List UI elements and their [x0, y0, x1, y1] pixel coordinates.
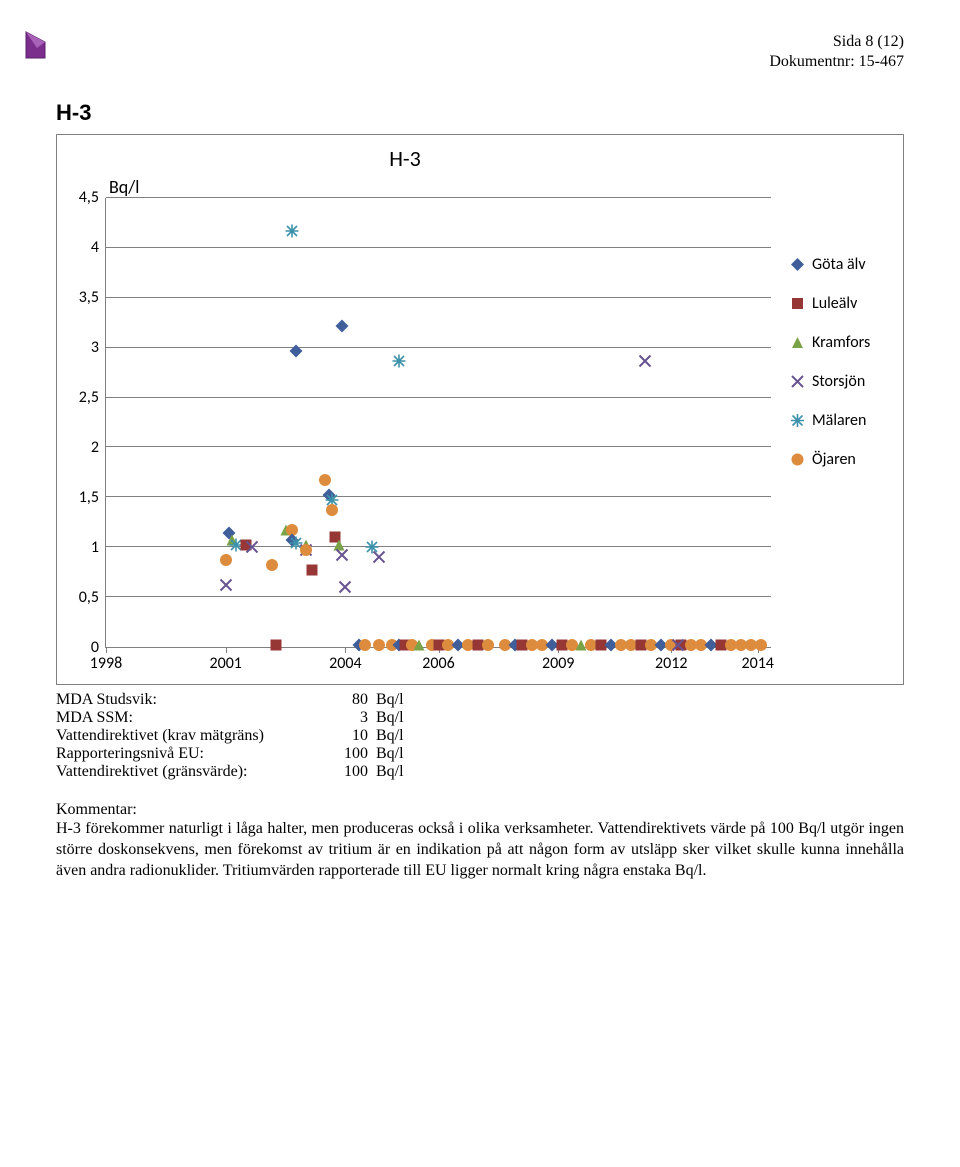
gridline: [106, 197, 771, 198]
table-value: 10: [336, 727, 376, 745]
legend-label: Öjaren: [812, 450, 856, 469]
data-point: [755, 638, 768, 657]
section-title: H-3: [56, 100, 904, 126]
data-point: [359, 638, 372, 657]
table-value: 3: [336, 709, 376, 727]
x-tick-label: 2004: [329, 654, 361, 673]
data-point: [266, 558, 279, 577]
chart-title: H-3: [69, 145, 771, 172]
logo-icon: [24, 30, 50, 60]
data-point: [412, 638, 425, 657]
x-tick-label: 2009: [542, 654, 574, 673]
data-point: [219, 578, 232, 597]
data-point: [246, 540, 259, 559]
x-tick-label: 2012: [655, 654, 687, 673]
gridline: [106, 247, 771, 248]
table-unit: Bq/l: [376, 691, 404, 709]
table-unit: Bq/l: [376, 745, 404, 763]
comment-body: H-3 förekommer naturligt i låga halter, …: [56, 819, 904, 881]
data-point: [326, 503, 339, 522]
y-axis-title: Bq/l: [109, 176, 771, 198]
legend-item: Öjaren: [789, 450, 891, 469]
data-point: [392, 353, 405, 372]
page-number: Sida 8 (12): [56, 32, 904, 52]
x-tick: [345, 647, 346, 653]
table-row: Vattendirektivet (krav mätgräns)10Bq/l: [56, 727, 904, 745]
data-point: [269, 638, 282, 657]
table-unit: Bq/l: [376, 727, 404, 745]
table-value: 100: [336, 763, 376, 781]
legend-item: Luleälv: [789, 294, 891, 313]
data-point: [306, 563, 319, 582]
table-label: Rapporteringsnivå EU:: [56, 745, 336, 763]
circle-icon: [789, 452, 805, 468]
table-value: 100: [336, 745, 376, 763]
y-axis-labels: 4,543,532,521,510,50: [69, 198, 105, 648]
data-point: [482, 638, 495, 657]
chart-plot-area: 1998200120042006200920122014: [105, 198, 771, 648]
document-number: Dokumentnr: 15-467: [56, 52, 904, 72]
gridline: [106, 496, 771, 497]
data-point: [339, 580, 352, 599]
legend-item: Storsjön: [789, 372, 891, 391]
data-point: [372, 638, 385, 657]
chart-container: H-3 Bq/l 4,543,532,521,510,50 1998200120…: [56, 134, 904, 685]
chart-legend: Göta älv Luleälv Kramfors Storsjön Mälaren Öj…: [771, 145, 891, 489]
gridline: [106, 347, 771, 348]
legend-item: Göta älv: [789, 255, 891, 274]
x-tick-label: 2001: [209, 654, 241, 673]
gridline: [106, 546, 771, 547]
triangle-icon: [789, 335, 805, 351]
gridline: [106, 397, 771, 398]
table-unit: Bq/l: [376, 709, 404, 727]
data-point: [671, 638, 684, 657]
x-tick-label: 2006: [422, 654, 454, 673]
table-label: Vattendirektivet (krav mätgräns): [56, 727, 336, 745]
table-label: Vattendirektivet (gränsvärde):: [56, 763, 336, 781]
x-icon: [789, 374, 805, 390]
square-icon: [789, 296, 805, 312]
table-value: 80: [336, 691, 376, 709]
data-point: [372, 550, 385, 569]
x-tick: [226, 647, 227, 653]
x-tick-label: 2014: [741, 654, 773, 673]
gridline: [106, 596, 771, 597]
x-tick-label: 1998: [90, 654, 122, 673]
legend-label: Göta älv: [812, 255, 866, 274]
table-row: MDA Studsvik:80Bq/l: [56, 691, 904, 709]
table-row: Vattendirektivet (gränsvärde):100Bq/l: [56, 763, 904, 781]
legend-label: Mälaren: [812, 411, 866, 430]
table-label: MDA SSM:: [56, 709, 336, 727]
data-point: [289, 343, 302, 362]
gridline: [106, 446, 771, 447]
legend-item: Mälaren: [789, 411, 891, 430]
gridline: [106, 297, 771, 298]
legend-item: Kramfors: [789, 333, 891, 352]
data-point: [638, 353, 651, 372]
data-point: [286, 223, 299, 242]
legend-label: Storsjön: [812, 372, 865, 391]
table-row: MDA SSM:3Bq/l: [56, 709, 904, 727]
data-point: [336, 548, 349, 567]
data-point: [336, 318, 349, 337]
comment-heading: Kommentar:: [56, 801, 904, 819]
x-tick: [106, 647, 107, 653]
table-label: MDA Studsvik:: [56, 691, 336, 709]
asterisk-icon: [789, 413, 805, 429]
diamond-icon: [789, 257, 805, 273]
legend-label: Kramfors: [812, 333, 870, 352]
table-unit: Bq/l: [376, 763, 404, 781]
page-header: Sida 8 (12) Dokumentnr: 15-467: [56, 32, 904, 72]
values-table: MDA Studsvik:80Bq/lMDA SSM:3Bq/lVattendi…: [56, 691, 904, 781]
data-point: [299, 543, 312, 562]
table-row: Rapporteringsnivå EU:100Bq/l: [56, 745, 904, 763]
legend-label: Luleälv: [812, 294, 857, 313]
